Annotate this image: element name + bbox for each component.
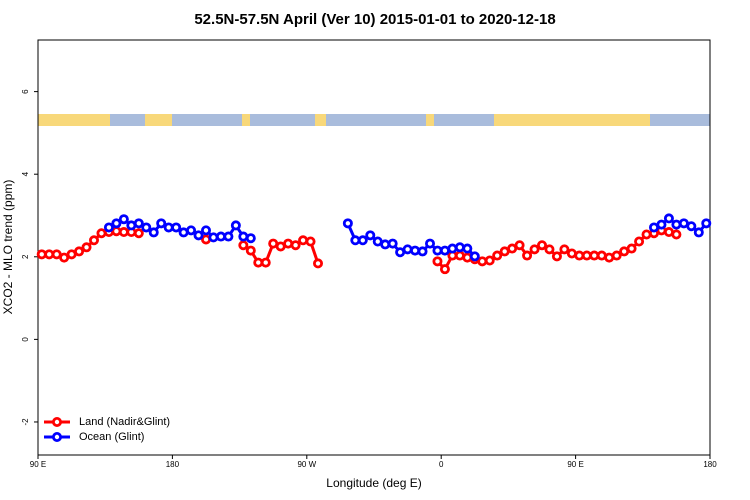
point bbox=[701, 218, 712, 229]
point bbox=[223, 231, 234, 242]
y-tick-label: 2 bbox=[21, 254, 30, 259]
point bbox=[484, 255, 495, 266]
point bbox=[462, 252, 473, 263]
legend-marker bbox=[52, 416, 63, 427]
point bbox=[171, 222, 182, 233]
x-tick-label: 90 E bbox=[30, 460, 46, 469]
point bbox=[634, 236, 645, 247]
y-axis-label: XCO2 - MLO trend (ppm) bbox=[1, 180, 15, 315]
point bbox=[492, 250, 503, 261]
point bbox=[260, 257, 271, 268]
point bbox=[51, 249, 62, 260]
y-tick-label: 6 bbox=[21, 89, 30, 94]
point bbox=[312, 258, 323, 269]
point bbox=[103, 222, 114, 233]
point bbox=[238, 231, 249, 242]
surface-strip bbox=[38, 114, 710, 126]
chart-title: 52.5N-57.5N April (Ver 10) 2015-01-01 to… bbox=[194, 11, 555, 28]
y-tick-label: 0 bbox=[21, 337, 30, 342]
point bbox=[89, 235, 100, 246]
point bbox=[641, 229, 652, 240]
point bbox=[671, 229, 682, 240]
point bbox=[417, 246, 428, 257]
x-tick-label: 180 bbox=[703, 460, 717, 469]
point bbox=[200, 225, 211, 236]
point bbox=[133, 218, 144, 229]
point bbox=[81, 242, 92, 253]
point bbox=[357, 235, 368, 246]
x-tick-label: 90 W bbox=[297, 460, 316, 469]
point bbox=[529, 244, 540, 255]
point bbox=[432, 256, 443, 267]
point bbox=[74, 246, 85, 257]
point bbox=[133, 228, 144, 239]
strip-ocean bbox=[434, 114, 494, 126]
point bbox=[559, 244, 570, 255]
point bbox=[507, 243, 518, 254]
point bbox=[59, 252, 70, 263]
point bbox=[447, 243, 458, 254]
point bbox=[462, 243, 473, 254]
point bbox=[245, 245, 256, 256]
point bbox=[96, 228, 107, 239]
x-tick-label: 90 E bbox=[567, 460, 583, 469]
point bbox=[186, 225, 197, 236]
point bbox=[118, 214, 129, 225]
strip-ocean bbox=[250, 114, 315, 126]
point bbox=[305, 236, 316, 247]
y-tick-label: -2 bbox=[21, 418, 30, 426]
legend-label: Land (Nadir&Glint) bbox=[79, 416, 170, 428]
point bbox=[424, 238, 435, 249]
strip-ocean bbox=[650, 114, 710, 126]
point bbox=[693, 227, 704, 238]
point bbox=[551, 251, 562, 262]
point bbox=[238, 240, 249, 251]
point bbox=[402, 244, 413, 255]
point bbox=[193, 230, 204, 241]
strip-ocean bbox=[172, 114, 242, 126]
point bbox=[477, 256, 488, 267]
point bbox=[148, 227, 159, 238]
point bbox=[671, 219, 682, 230]
point bbox=[656, 219, 667, 230]
strip-ocean bbox=[110, 114, 145, 126]
point bbox=[230, 220, 241, 231]
point bbox=[686, 221, 697, 232]
point bbox=[342, 218, 353, 229]
plot-frame bbox=[37, 39, 711, 456]
point bbox=[141, 222, 152, 233]
point bbox=[111, 226, 122, 237]
point bbox=[298, 235, 309, 246]
point bbox=[380, 239, 391, 250]
point bbox=[626, 243, 637, 254]
x-tick-label: 0 bbox=[439, 460, 444, 469]
point bbox=[387, 238, 398, 249]
point bbox=[365, 230, 376, 241]
point bbox=[290, 240, 301, 251]
point bbox=[245, 233, 256, 244]
point bbox=[611, 250, 622, 261]
point bbox=[208, 232, 219, 243]
point bbox=[410, 245, 421, 256]
point bbox=[283, 238, 294, 249]
point bbox=[663, 213, 674, 224]
point bbox=[454, 242, 465, 253]
point bbox=[469, 251, 480, 262]
point bbox=[544, 244, 555, 255]
point bbox=[537, 240, 548, 251]
legend-marker bbox=[52, 431, 63, 442]
point bbox=[156, 218, 167, 229]
point bbox=[111, 218, 122, 229]
x-tick-label: 180 bbox=[166, 460, 180, 469]
x-axis-label: Longitude (deg E) bbox=[326, 476, 421, 490]
point bbox=[522, 250, 533, 261]
point bbox=[439, 264, 450, 275]
legend-label: Ocean (Glint) bbox=[79, 431, 144, 443]
point bbox=[514, 240, 525, 251]
y-tick-label: 4 bbox=[21, 171, 30, 176]
strip-ocean bbox=[326, 114, 426, 126]
